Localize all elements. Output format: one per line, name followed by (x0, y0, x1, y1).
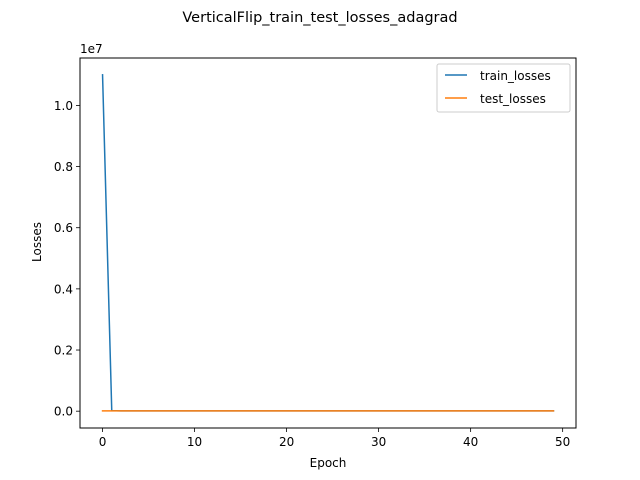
y-tick-label: 0.4 (54, 282, 73, 296)
y-offset-text: 1e7 (80, 42, 103, 56)
y-axis-label: Losses (30, 222, 44, 262)
y-tick-label: 1.0 (54, 99, 73, 113)
y-tick-label: 0.0 (54, 405, 73, 419)
series-lines (101, 74, 555, 412)
x-axis-label: Epoch (310, 456, 347, 470)
x-tick-label: 50 (555, 435, 570, 449)
plot-frame (79, 57, 577, 429)
series-line-train-losses (101, 74, 555, 412)
chart-title: VerticalFlip_train_test_losses_adagrad (182, 10, 457, 26)
y-tick-label: 0.6 (54, 221, 73, 235)
x-tick-label: 30 (371, 435, 386, 449)
x-tick-label: 0 (99, 435, 107, 449)
y-tick-label: 0.2 (54, 344, 73, 358)
axis-ticks: 0 10 20 30 40 50 0.0 0.2 0.4 0.6 0.8 1.0 (54, 99, 570, 449)
legend-label-test-losses: test_losses (480, 92, 546, 106)
x-tick-label: 10 (187, 435, 202, 449)
x-tick-label: 40 (463, 435, 478, 449)
legend: train_losses test_losses (436, 63, 571, 113)
legend-box (436, 63, 571, 113)
legend-label-train-losses: train_losses (480, 69, 551, 83)
y-tick-label: 0.8 (54, 160, 73, 174)
x-tick-label: 20 (279, 435, 294, 449)
